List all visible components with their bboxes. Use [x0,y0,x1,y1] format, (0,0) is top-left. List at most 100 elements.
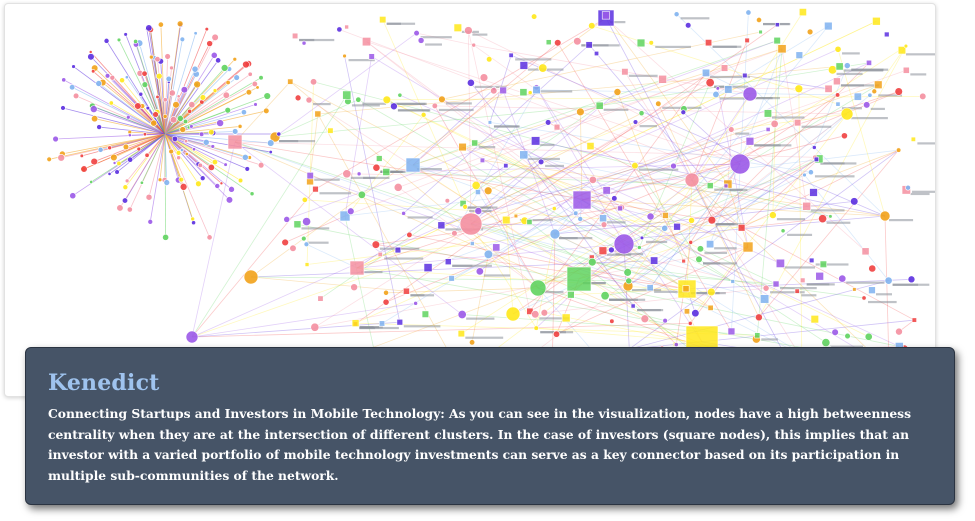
network-edge [164,133,248,170]
startup-node [72,92,80,100]
startup-node [600,221,608,228]
network-edge [306,243,358,269]
startup-node [688,217,695,224]
startup-node [444,198,450,204]
network-edge [691,179,749,248]
investor-node [813,156,820,162]
startup-node [155,94,160,99]
node-label [917,142,935,145]
investor-node [835,101,841,107]
startup-node [104,73,111,79]
startup-node [281,238,289,247]
network-edge [434,105,539,289]
network-edge [309,113,319,176]
startup-node [241,153,249,161]
startup-node [149,54,154,60]
network-edge [164,73,251,135]
startup-node [670,162,677,170]
startup-node [655,100,662,107]
startup-node [165,75,172,82]
node-label [307,241,329,244]
startup-node [169,116,178,124]
network-edge [470,223,765,300]
network-edge [116,133,166,173]
startup-node [577,216,584,222]
startup-node [459,212,483,236]
node-label [892,283,930,286]
investor-node [304,262,310,267]
startup-node [342,53,347,59]
network-edge [164,91,250,135]
network-edge [505,220,514,315]
investor-node [487,120,493,125]
node-label [712,45,737,48]
node-label [452,264,492,267]
investor-node [765,127,771,132]
network-edge [529,72,707,312]
network-edge [462,146,625,245]
startup-node [390,102,398,111]
investor-node [758,29,763,35]
startup-node [258,75,264,81]
startup-node [639,235,645,240]
network-edge [148,133,166,198]
startup-node [96,124,102,130]
startup-node [79,153,84,158]
network-edge [344,55,401,323]
network-edge [344,56,373,217]
startup-node [225,196,234,204]
startup-node [420,112,427,118]
investor-node [861,247,870,256]
network-edge [286,40,778,220]
startup-node [204,27,209,32]
investor-node [503,163,509,169]
node-label [348,59,375,62]
network-edge [579,111,583,201]
investor-node [599,214,607,223]
network-edge [191,188,316,338]
startup-node [357,190,366,199]
startup-node [479,73,489,82]
startup-node [464,26,473,35]
node-label [384,257,424,260]
network-edge [290,81,539,289]
startup-node [90,105,98,113]
network-edge [474,142,733,282]
node-label [474,85,507,89]
network-edge [741,158,820,229]
investor-node [566,266,592,292]
investor-node [519,88,528,97]
node-label [610,21,626,24]
node-label [615,252,644,256]
network-edge [611,249,767,289]
node-label [714,188,743,191]
startup-node [742,86,758,102]
startup-node [87,53,95,61]
network-edge [412,164,733,282]
node-label [729,188,748,192]
startup-node [573,210,579,216]
network-edge [164,133,204,179]
investor-node [479,157,486,163]
startup-node [155,72,163,80]
network-edge [475,121,636,186]
startup-node [188,101,196,109]
node-label [539,317,570,320]
network-graph[interactable] [5,4,935,396]
startup-node [486,56,493,63]
investor-node [567,291,575,299]
node-label [607,221,626,224]
network-edge [581,199,900,347]
network-edge [412,164,583,201]
startup-node [184,152,189,156]
startup-node [255,85,260,90]
startup-node [688,240,694,245]
startup-node [347,207,355,215]
investor-node [376,155,383,162]
startup-node [191,65,199,73]
network-edge [691,40,748,181]
startup-node [755,313,763,322]
node-label [493,125,520,128]
network-edge [164,133,241,181]
node-label [771,116,805,119]
